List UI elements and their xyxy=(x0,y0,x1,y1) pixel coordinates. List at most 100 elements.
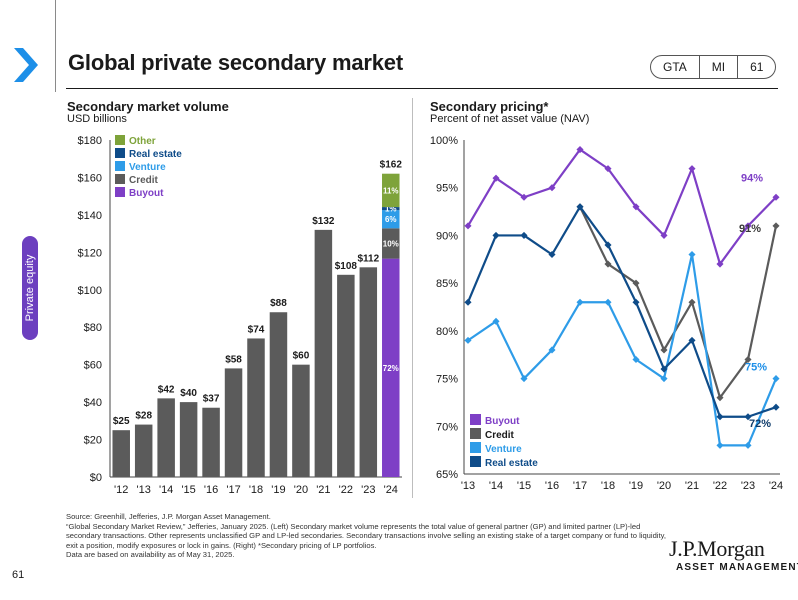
x-tick-label: '21 xyxy=(316,484,330,496)
x-tick-label: '13 xyxy=(461,480,475,492)
footnote-availability: Data are based on availability as of May… xyxy=(66,550,235,560)
legend-label: Real estate xyxy=(485,458,538,469)
legend-label: Buyout xyxy=(129,188,164,199)
legend-label: Credit xyxy=(129,175,159,186)
data-point-real-estate xyxy=(716,413,724,421)
bar xyxy=(337,274,355,477)
stacked-segment-credit xyxy=(382,228,400,259)
bar-value-label: $108 xyxy=(335,261,358,272)
bar xyxy=(202,407,220,477)
data-point-buyout xyxy=(464,222,472,230)
pricing-chart-subtitle: Percent of net asset value (NAV) xyxy=(430,113,590,125)
x-tick-label: '14 xyxy=(489,480,503,492)
data-point-buyout xyxy=(576,146,584,154)
bar xyxy=(292,364,310,477)
data-point-venture xyxy=(576,298,584,306)
data-point-real-estate xyxy=(772,403,780,411)
segment-label: 6% xyxy=(385,215,397,224)
x-tick-label: '13 xyxy=(137,484,151,496)
data-point-credit xyxy=(688,298,696,306)
data-point-credit xyxy=(744,355,752,364)
y-tick-label: 90% xyxy=(436,230,458,242)
pricing-chart-title: Secondary pricing* xyxy=(430,99,549,114)
section-tab-label: Private equity xyxy=(24,254,36,322)
data-point-real-estate xyxy=(632,298,640,306)
tag-page: 61 xyxy=(750,60,764,74)
bar-value-label: $42 xyxy=(158,384,175,395)
y-tick-label: 85% xyxy=(436,278,458,290)
data-point-buyout xyxy=(632,203,640,211)
segment-label: 1% xyxy=(385,205,397,214)
header-rule-vertical xyxy=(55,0,56,92)
legend-label: Buyout xyxy=(485,416,520,427)
x-tick-label: '19 xyxy=(271,484,285,496)
data-point-buyout xyxy=(772,193,780,201)
data-point-buyout xyxy=(548,184,556,192)
data-point-venture xyxy=(492,317,500,325)
y-tick-label: $60 xyxy=(84,360,102,372)
x-tick-label: '18 xyxy=(249,484,263,496)
pricing-line-chart: 65% 70% 75% 80% 85% 90% 95% 100% '13 '14 '15 '16 '17… xyxy=(430,135,783,492)
legend-label: Venture xyxy=(485,444,522,455)
page-title: Global private secondary market xyxy=(68,50,403,75)
footnotes: Source: Greenhill, Jefferies, J.P. Morga… xyxy=(66,512,674,560)
x-tick-label: '23 xyxy=(361,484,375,496)
y-tick-label: $80 xyxy=(84,322,102,334)
data-point-venture xyxy=(464,336,472,344)
y-tick-label: 65% xyxy=(436,469,458,481)
bar xyxy=(157,398,175,477)
data-point-credit xyxy=(632,279,640,287)
data-point-venture xyxy=(632,355,640,364)
data-point-real-estate xyxy=(660,365,668,373)
bar-value-label: $28 xyxy=(135,411,152,422)
legend-label: Venture xyxy=(129,162,166,173)
data-point-buyout xyxy=(520,193,528,201)
brand-tagline: ASSET MANAGEMENT xyxy=(676,562,798,573)
series-end-label-buyout: 94% xyxy=(741,172,763,184)
y-tick-label: $40 xyxy=(84,397,102,409)
x-tick-label: '16 xyxy=(204,484,218,496)
x-tick-label: '15 xyxy=(517,480,531,492)
y-tick-label: 80% xyxy=(436,326,458,338)
x-tick-label: '17 xyxy=(573,480,587,492)
data-point-credit xyxy=(604,260,612,268)
stacked-segment-real-estate xyxy=(382,207,400,211)
stacked-segment-venture xyxy=(382,210,400,229)
stacked-segment-other xyxy=(382,173,400,208)
data-point-venture xyxy=(520,375,528,383)
panel-divider xyxy=(412,98,413,498)
legend-label: Credit xyxy=(485,430,515,441)
data-point-buyout xyxy=(660,231,668,239)
bar xyxy=(314,229,333,477)
data-point-venture xyxy=(660,375,668,383)
series-end-label-real-estate: 72% xyxy=(749,418,771,430)
series-line-buyout xyxy=(467,148,777,266)
bar-value-label: $25 xyxy=(113,416,130,427)
data-point-real-estate xyxy=(576,203,584,211)
chevron-right-icon xyxy=(14,48,38,82)
footnote-body: “Global Secondary Market Review,” Jeffer… xyxy=(66,521,666,550)
legend-label: Real estate xyxy=(129,149,182,160)
data-point-credit xyxy=(716,394,724,402)
data-point-venture xyxy=(716,441,724,449)
bar xyxy=(247,338,265,477)
bar xyxy=(359,267,378,477)
x-tick-label: '17 xyxy=(226,484,240,496)
bar xyxy=(224,368,243,477)
segment-label: 72% xyxy=(383,364,399,373)
y-tick-label: $140 xyxy=(78,210,102,222)
series-line-credit xyxy=(579,206,778,399)
x-tick-label: '20 xyxy=(294,484,308,496)
x-tick-label: '18 xyxy=(601,480,615,492)
volume-chart-subtitle: USD billions xyxy=(67,113,127,125)
x-tick-label: '21 xyxy=(685,480,699,492)
bar-value-label: $37 xyxy=(203,394,220,405)
x-tick-label: '24 xyxy=(384,484,398,496)
data-point-real-estate xyxy=(744,413,752,421)
data-point-venture xyxy=(548,346,556,354)
bar-value-label: $58 xyxy=(225,354,242,365)
y-tick-label: $180 xyxy=(78,135,102,147)
volume-chart-title: Secondary market volume xyxy=(67,99,229,114)
stacked-segment-buyout xyxy=(382,258,400,477)
bar-value-label: $162 xyxy=(380,160,403,171)
